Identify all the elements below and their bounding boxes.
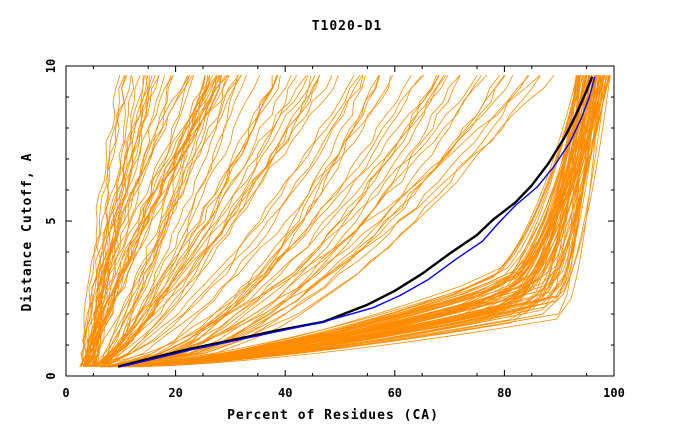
model-curve-best [102,75,605,368]
x-axis-label: Percent of Residues (CA) [227,408,439,423]
tick-layer: 0 20 40 60 80 100 0 5 10 [44,59,625,400]
model-curve-slow [118,75,380,368]
x-tick-label: 60 [388,386,402,400]
x-tick-label: 100 [603,386,625,400]
model-curve-slow [126,75,500,368]
model-curve-best [123,75,597,368]
model-curve-best [111,75,597,368]
model-curve-fast [88,75,135,367]
model-curve-slow [105,75,514,368]
model-curve-slow [106,75,380,368]
model-curve-slow [119,75,445,368]
model-curve-best [111,75,596,368]
model-curve-mid [96,75,247,367]
model-curve-fast [89,75,128,367]
model-curve-best [110,75,587,368]
model-curve-best [115,75,589,368]
model-curve-best [104,75,584,368]
model-curve-slow [115,75,391,368]
model-curve-slow [125,75,363,368]
model-curve-fast [80,75,221,367]
model-curve-mid [90,75,208,367]
x-tick-label: 40 [278,386,292,400]
x-tick-label: 0 [62,386,69,400]
model-curve-fast [86,75,150,367]
series-layer [79,75,611,368]
model-curve-mid [104,75,321,368]
model-curve-slow [109,75,440,368]
model-curve-mid [104,75,361,368]
model-curve-fast [82,75,160,367]
model-curve-slow [108,75,394,368]
model-curve-mid [95,75,273,368]
model-curve-slow [109,75,482,368]
model-curve-slow [121,75,425,368]
model-curve-slow [118,75,412,368]
model-curve-mid [96,75,222,367]
model-curve-mid [101,75,206,367]
model-curve-fast [93,75,227,367]
model-curve-fast [96,75,141,367]
model-curve-best [135,75,602,368]
model-curve-mid [92,75,228,368]
model-curve-best [100,75,605,368]
y-tick-label: 5 [44,217,58,224]
model-curve-fast [92,75,174,367]
y-tick-label: 10 [44,59,58,73]
model-curve-best [119,75,597,368]
y-axis-label: Distance Cutoff, A [20,153,35,312]
x-tick-label: 20 [168,386,182,400]
model-curve-mid [100,75,206,368]
model-curve-slow [121,75,530,368]
model-curve-slow [104,75,555,368]
model-curve-best [115,75,586,368]
model-curve-mid [94,75,260,368]
model-curve-slow [123,75,528,368]
model-curve-best [134,75,592,368]
highlight-curve-black [117,76,594,368]
model-curve-best [129,75,608,368]
model-curve-best [131,75,588,368]
model-curve-fast [93,75,145,367]
model-curve-mid [101,75,298,368]
model-curve-best [119,75,581,368]
model-curve-slow [103,75,505,368]
model-curve-mid [107,75,218,367]
model-curve-fast [82,75,126,367]
model-curve-mid [99,75,364,368]
model-curve-mid [101,75,292,368]
model-curve-slow [123,75,437,368]
model-curve-fast [84,75,223,367]
x-tick-label: 80 [497,386,511,400]
model-curve-fast [80,75,121,367]
model-curve-fast [89,75,191,367]
model-curve-fast [84,75,193,367]
highlight-curve-blue [120,76,596,368]
model-curve-slow [114,75,439,368]
model-curve-slow [113,75,461,368]
model-curve-slow [103,75,461,368]
model-curve-best [114,75,587,368]
model-curve-mid [95,75,316,368]
model-curve-mid [99,75,279,367]
model-curve-best [99,75,602,368]
y-tick-label: 0 [44,372,58,379]
model-curve-mid [95,75,320,368]
model-curve-fast [81,75,174,367]
chart-title: T1020-D1 [312,19,383,34]
model-curve-slow [121,75,447,368]
model-curve-fast [87,75,188,367]
model-curve-mid [92,75,355,368]
model-curve-slow [122,75,423,368]
